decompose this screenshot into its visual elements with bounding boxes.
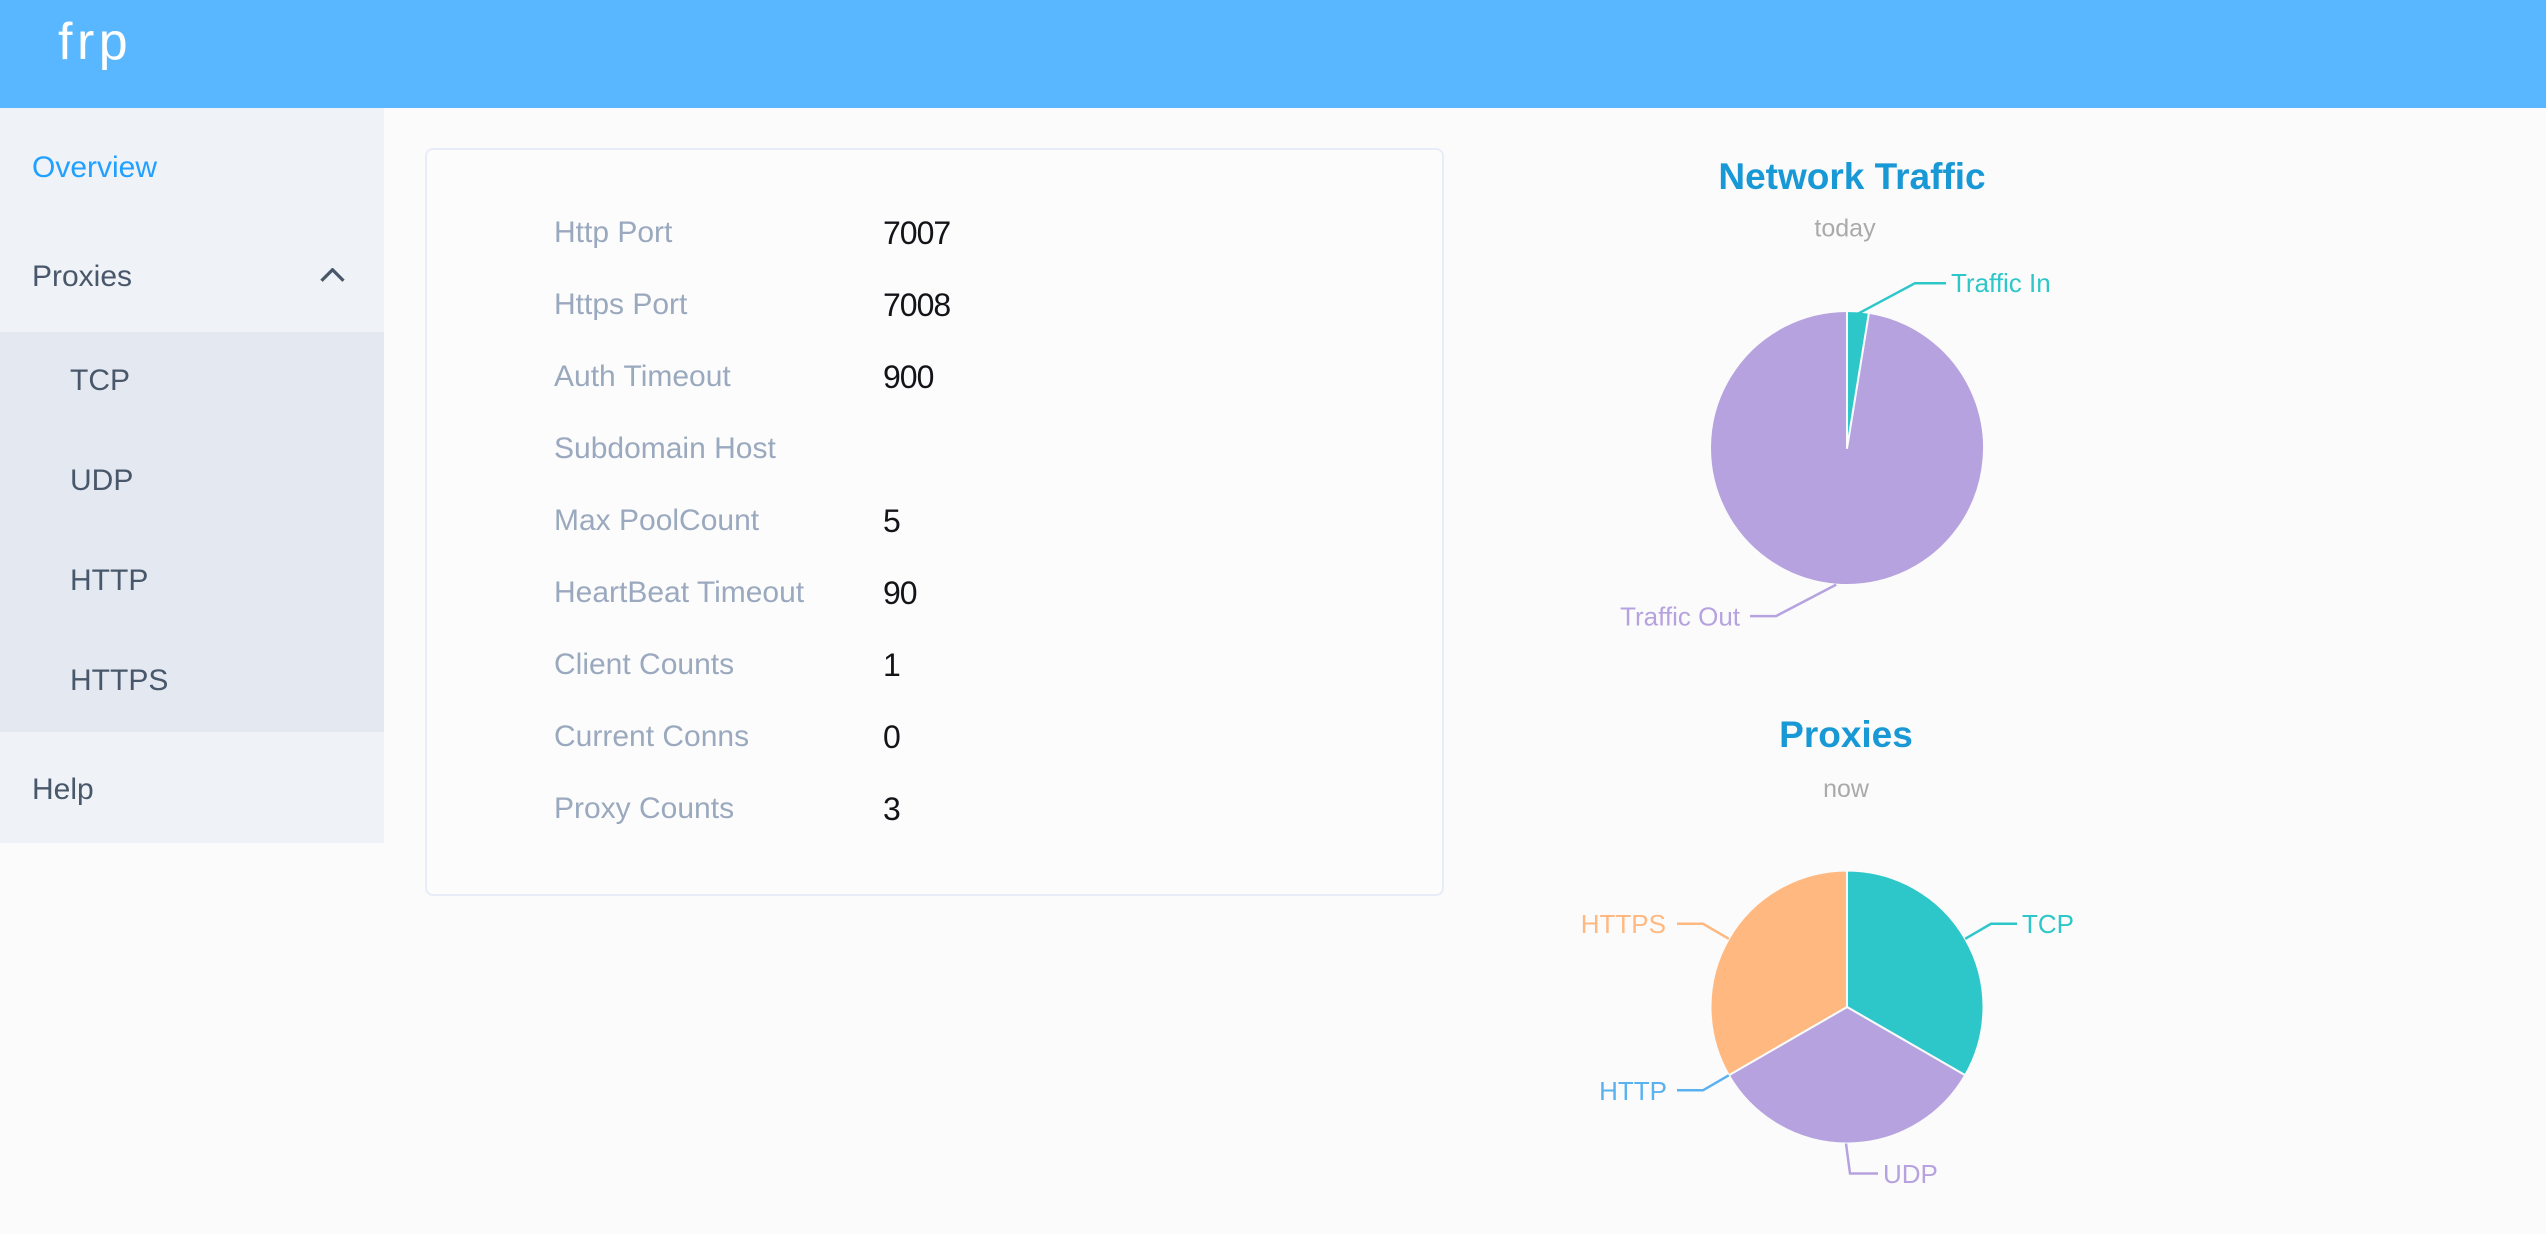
svg-text:TCP: TCP bbox=[2022, 909, 2074, 939]
svg-text:Network Traffic: Network Traffic bbox=[1718, 156, 1985, 197]
svg-text:HTTPS: HTTPS bbox=[1581, 909, 1666, 939]
svg-text:UDP: UDP bbox=[1883, 1159, 1938, 1189]
svg-text:today: today bbox=[1814, 215, 1876, 243]
svg-text:now: now bbox=[1823, 775, 1870, 803]
svg-text:Traffic In: Traffic In bbox=[1951, 268, 2051, 298]
svg-text:Proxies: Proxies bbox=[1779, 714, 1913, 755]
svg-text:HTTP: HTTP bbox=[1599, 1076, 1667, 1106]
svg-text:Traffic Out: Traffic Out bbox=[1620, 602, 1741, 632]
